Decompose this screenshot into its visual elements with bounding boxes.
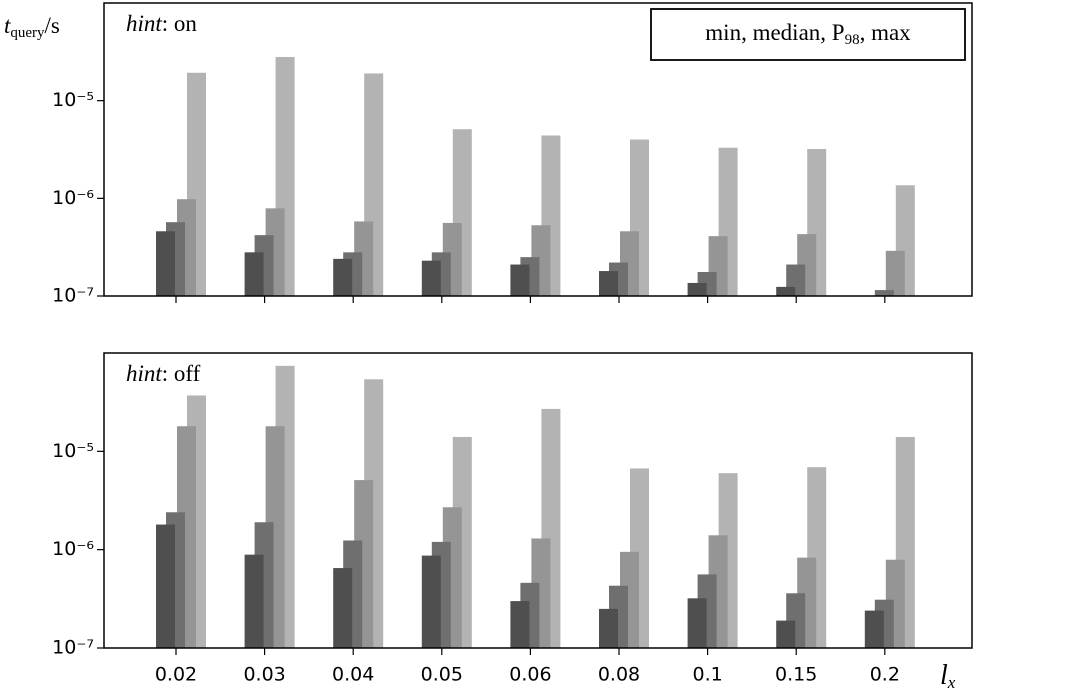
legend-text: min, median, P98, max	[705, 20, 911, 48]
bar	[156, 524, 175, 648]
y-tick-label: 10⁻⁶	[52, 187, 94, 209]
annotation-italic: hint	[126, 11, 162, 36]
legend-box	[650, 8, 966, 61]
panel-annotation: hint: off	[126, 361, 201, 386]
bar	[244, 554, 264, 648]
legend-part: , max	[860, 20, 912, 45]
x-tick-label: 0.1	[692, 664, 722, 686]
x-tick-label: 0.15	[775, 664, 817, 686]
bar	[864, 610, 884, 648]
bar	[687, 282, 707, 296]
bar	[885, 250, 905, 296]
x-tick-label: 0.06	[509, 664, 551, 686]
y-axis-label: tquery/s	[4, 13, 60, 41]
ylabel-main: t	[4, 13, 11, 38]
bar	[776, 286, 796, 296]
y-tick-label: 10⁻⁵	[52, 440, 94, 462]
bar	[421, 555, 441, 648]
bar	[333, 258, 353, 296]
bar	[421, 260, 441, 296]
ylabel-rest: /s	[45, 13, 60, 38]
x-axis-label: lx	[940, 660, 956, 691]
bar	[776, 620, 796, 648]
ylabel-sub: query	[10, 25, 45, 41]
bar	[244, 252, 264, 296]
y-tick-label: 10⁻⁶	[52, 538, 94, 560]
bar	[687, 598, 707, 648]
y-tick-label: 10⁻⁷	[52, 637, 94, 659]
x-tick-label: 0.03	[243, 664, 285, 686]
legend-sub: 98	[845, 32, 860, 48]
legend-part: min, median, P	[705, 20, 844, 45]
x-tick-label: 0.02	[155, 664, 197, 686]
plot-frame	[103, 352, 973, 649]
bar	[874, 290, 894, 296]
xlabel-main: l	[940, 660, 948, 691]
panel-annotation: hint: on	[126, 11, 197, 36]
x-tick-label: 0.05	[421, 664, 463, 686]
x-tick-label: 0.04	[332, 664, 374, 686]
x-tick-label: 0.2	[870, 664, 900, 686]
annotation-text: : off	[162, 361, 201, 386]
annotation-italic: hint	[126, 361, 162, 386]
plot-frame	[103, 2, 973, 297]
bar	[599, 271, 618, 296]
y-tick-label: 10⁻⁷	[52, 285, 94, 307]
bar	[156, 231, 175, 296]
bar	[333, 568, 353, 648]
xlabel-sub: x	[947, 673, 956, 692]
bar	[510, 264, 530, 296]
bar	[510, 601, 530, 648]
x-tick-label: 0.08	[598, 664, 640, 686]
bar	[599, 608, 618, 648]
annotation-text: : on	[162, 11, 198, 36]
y-tick-label: 10⁻⁵	[52, 89, 94, 111]
